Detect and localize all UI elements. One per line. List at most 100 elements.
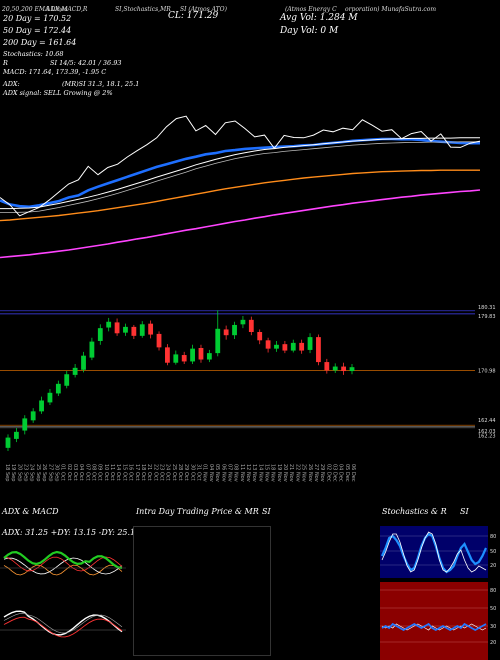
price-level-label: 170.98 (478, 369, 496, 375)
stoch-tick-label: 80 (490, 534, 496, 540)
date-tick-label: 05 Dec (344, 464, 350, 482)
macd-line (3, 610, 123, 636)
candle-body (198, 348, 204, 360)
date-tick-label: 17 Oct (134, 464, 140, 481)
date-tick-label: 29 Nov (319, 464, 325, 482)
ema20-readout: 20 Day = 170.52 (3, 14, 72, 23)
price-level-label: 162.23 (478, 434, 496, 440)
date-tick-label: 31 Oct (196, 464, 202, 481)
candle-body (316, 337, 321, 363)
date-tick-label: 26 Nov (307, 464, 313, 482)
candle-body (274, 344, 279, 349)
date-tick-label: 27 Nov (313, 464, 319, 482)
candle-body (72, 367, 78, 375)
header-adx-macd: ADX,MACD,R (46, 6, 88, 13)
date-tick-label: 30 Sep (53, 464, 59, 481)
stoch-si-label: SI (460, 507, 469, 516)
candle-body (39, 400, 44, 412)
avg-volume: Avg Vol: 1.284 M (280, 13, 358, 23)
macd-chart (0, 610, 126, 638)
date-tick-label: 21 Oct (146, 464, 152, 481)
date-tick-label: 14 Nov (257, 464, 263, 482)
date-tick-label: 18 Sep (4, 464, 10, 481)
stoch-tick-label: 20 (490, 563, 496, 569)
date-tick-label: 04 Dec (338, 464, 344, 482)
adx-label: ADX: (3, 80, 20, 88)
rsi-tick-label: 30 (490, 624, 496, 630)
adx-signal: ADX signal: SELL Growing @ 2% (3, 89, 113, 97)
candle-body (139, 324, 145, 336)
adx-line (3, 564, 123, 576)
date-tick-label: 25 Sep (35, 464, 41, 481)
date-tick-label: 07 Oct (84, 464, 90, 481)
date-tick-label: 15 Nov (264, 464, 270, 482)
adx-readout: ADX: 31.25 +DY: 13.15 -DY: 25.1 (2, 528, 136, 537)
close-price: CL: 171.29 (168, 11, 219, 21)
ema200-readout: 200 Day = 161.64 (3, 38, 77, 47)
candle-body (165, 347, 170, 363)
candle-body (5, 437, 11, 448)
rsi-chart: 80 50 30 20 (380, 582, 496, 660)
candle-body (55, 383, 61, 394)
candle-body (332, 366, 338, 371)
date-tick-label: 01 Nov (202, 464, 208, 482)
ema-series-long (0, 189, 481, 259)
rsi-tick-label: 20 (490, 640, 496, 646)
price-level-label: 179.83 (478, 314, 496, 320)
date-tick-label: 18 Nov (270, 464, 276, 482)
candle-body (148, 323, 154, 335)
adx-line (3, 550, 123, 570)
date-tick-label: 22 Nov (294, 464, 300, 482)
ema50-readout: 50 Day = 172.44 (3, 26, 72, 35)
price-level-label: 162.44 (478, 418, 496, 424)
candle-body (257, 332, 263, 341)
date-tick-label: 04 Nov (208, 464, 214, 482)
stoch-panel-title: Stochastics & R (382, 507, 447, 516)
date-tick-label: 03 Oct (72, 464, 78, 481)
candle-body (265, 340, 271, 349)
date-tick-label: 28 Oct (177, 464, 183, 481)
candle-body (248, 319, 254, 332)
date-tick-label: 01 Oct (60, 464, 66, 481)
candle-body (30, 411, 36, 421)
header-si-stoch: SI,Stochastics,MR (115, 6, 171, 13)
macd-signal-line (3, 616, 123, 638)
candle-body (240, 319, 246, 325)
date-tick-label: 03 Dec (331, 464, 337, 482)
stochastics-panel: 80 50 20 80 50 30 20 (380, 526, 500, 660)
header-ticker: SI (Atmos ATO) (180, 6, 227, 13)
ema-series-50-day-band (0, 141, 480, 213)
adx-macd-panel: ADX: 31.25 +DY: 13.15 -DY: 25.1 (0, 526, 135, 660)
intraday-si-label: SI (262, 507, 271, 516)
candle-body (206, 353, 212, 360)
r-label: R (3, 59, 8, 67)
candle-body (97, 328, 103, 341)
header-source: orporation) MunafaSutra.com (345, 6, 437, 13)
candle-body (349, 367, 355, 372)
candle-body (114, 322, 120, 334)
stochastics-readout: Stochastics: 10.68 (3, 50, 64, 58)
day-volume: Day Vol: 0 M (280, 26, 339, 36)
date-tick-label: 19 Nov (276, 464, 282, 482)
adx-panel-title: ADX & MACD (2, 507, 59, 516)
ema-series-200-day (0, 169, 480, 222)
date-tick-label: 24 Oct (165, 464, 171, 481)
candle-body (89, 341, 95, 358)
header-ema-lines: 20,50,200 EMA Lines (2, 6, 68, 13)
date-tick-label: 11 Oct (109, 464, 115, 481)
adx-chart (0, 550, 126, 576)
candle-body (307, 337, 313, 350)
date-tick-label: 02 Oct (66, 464, 72, 481)
date-tick-label: 04 Oct (78, 464, 84, 481)
candle-body (299, 342, 305, 351)
date-tick-label: 24 Sep (29, 464, 35, 481)
date-tick-label: 15 Oct (121, 464, 127, 481)
price-level-label: 162.03 (478, 429, 496, 435)
date-tick-label: 08 Nov (233, 464, 239, 482)
ema-series-50-day (0, 137, 480, 210)
candle-body (181, 355, 187, 362)
date-tick-label: 20 Sep (16, 464, 22, 481)
candle-body (223, 329, 229, 336)
intraday-panel (133, 526, 271, 656)
candle-body (341, 366, 347, 372)
